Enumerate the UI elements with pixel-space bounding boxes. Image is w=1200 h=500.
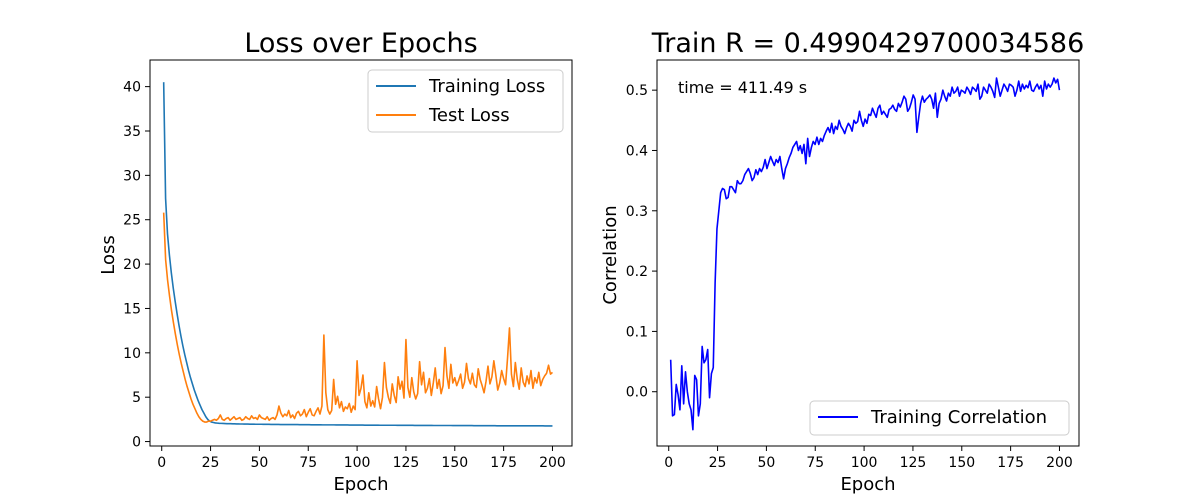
x-tick-label: 50 xyxy=(250,455,268,471)
loss-chart: Loss over Epochs Epoch Loss 0 25 50 75 100 12… xyxy=(98,28,573,495)
x-tick-label: 175 xyxy=(997,455,1024,471)
plot-frame xyxy=(656,59,1080,447)
x-tick-label: 175 xyxy=(490,455,517,471)
legend-box xyxy=(809,400,1070,436)
legend-label: Training Loss xyxy=(428,76,545,97)
y-axis-label: Correlation xyxy=(600,205,621,304)
y-tick-label: 0.2 xyxy=(626,264,648,280)
y-tick-label: 30 xyxy=(123,168,141,184)
legend-box xyxy=(367,69,564,133)
x-tick-label: 0 xyxy=(157,455,166,471)
x-tick-label: 25 xyxy=(202,455,220,471)
x-tick-label: 125 xyxy=(393,455,420,471)
y-tick-label: 10 xyxy=(123,346,141,362)
correlation-chart: Train R = 0.4990429700034586 Epoch Corre… xyxy=(600,28,1084,495)
series-line-1 xyxy=(162,212,553,423)
x-tick-label: 150 xyxy=(948,455,975,471)
legend-label: Test Loss xyxy=(428,105,510,126)
x-axis-label: Epoch xyxy=(333,474,388,495)
y-tick-label: 20 xyxy=(123,257,141,273)
y-tick-label: 40 xyxy=(123,80,141,96)
chart-title: Loss over Epochs xyxy=(244,28,477,59)
y-tick-label: 0.3 xyxy=(626,204,648,220)
x-tick-label: 0 xyxy=(664,455,673,471)
y-tick-label: 0 xyxy=(132,435,141,451)
series-line-0 xyxy=(162,82,553,427)
y-tick-label: 0.5 xyxy=(626,83,648,99)
plot-frame xyxy=(149,59,573,447)
x-tick-label: 100 xyxy=(851,455,878,471)
x-tick-label: 100 xyxy=(344,455,371,471)
x-tick-label: 150 xyxy=(441,455,468,471)
x-tick-label: 25 xyxy=(709,455,727,471)
x-tick-label: 50 xyxy=(757,455,775,471)
y-tick-label: 5 xyxy=(132,390,141,406)
x-tick-label: 75 xyxy=(299,455,317,471)
time-annotation: time = 411.49 s xyxy=(678,78,807,97)
x-tick-label: 200 xyxy=(539,455,566,471)
x-axis-label: Epoch xyxy=(840,474,895,495)
legend-label: Training Correlation xyxy=(870,407,1047,428)
y-tick-label: 0.0 xyxy=(626,385,648,401)
y-tick-label: 25 xyxy=(123,213,141,229)
x-tick-label: 200 xyxy=(1046,455,1073,471)
series-line-0 xyxy=(669,77,1061,431)
y-tick-label: 15 xyxy=(123,301,141,317)
y-axis-label: Loss xyxy=(98,235,119,274)
x-tick-label: 75 xyxy=(806,455,824,471)
chart-title: Train R = 0.4990429700034586 xyxy=(651,28,1085,59)
y-tick-label: 0.4 xyxy=(626,143,648,159)
y-tick-label: 0.1 xyxy=(626,324,648,340)
x-tick-label: 125 xyxy=(900,455,927,471)
y-tick-label: 35 xyxy=(123,124,141,140)
